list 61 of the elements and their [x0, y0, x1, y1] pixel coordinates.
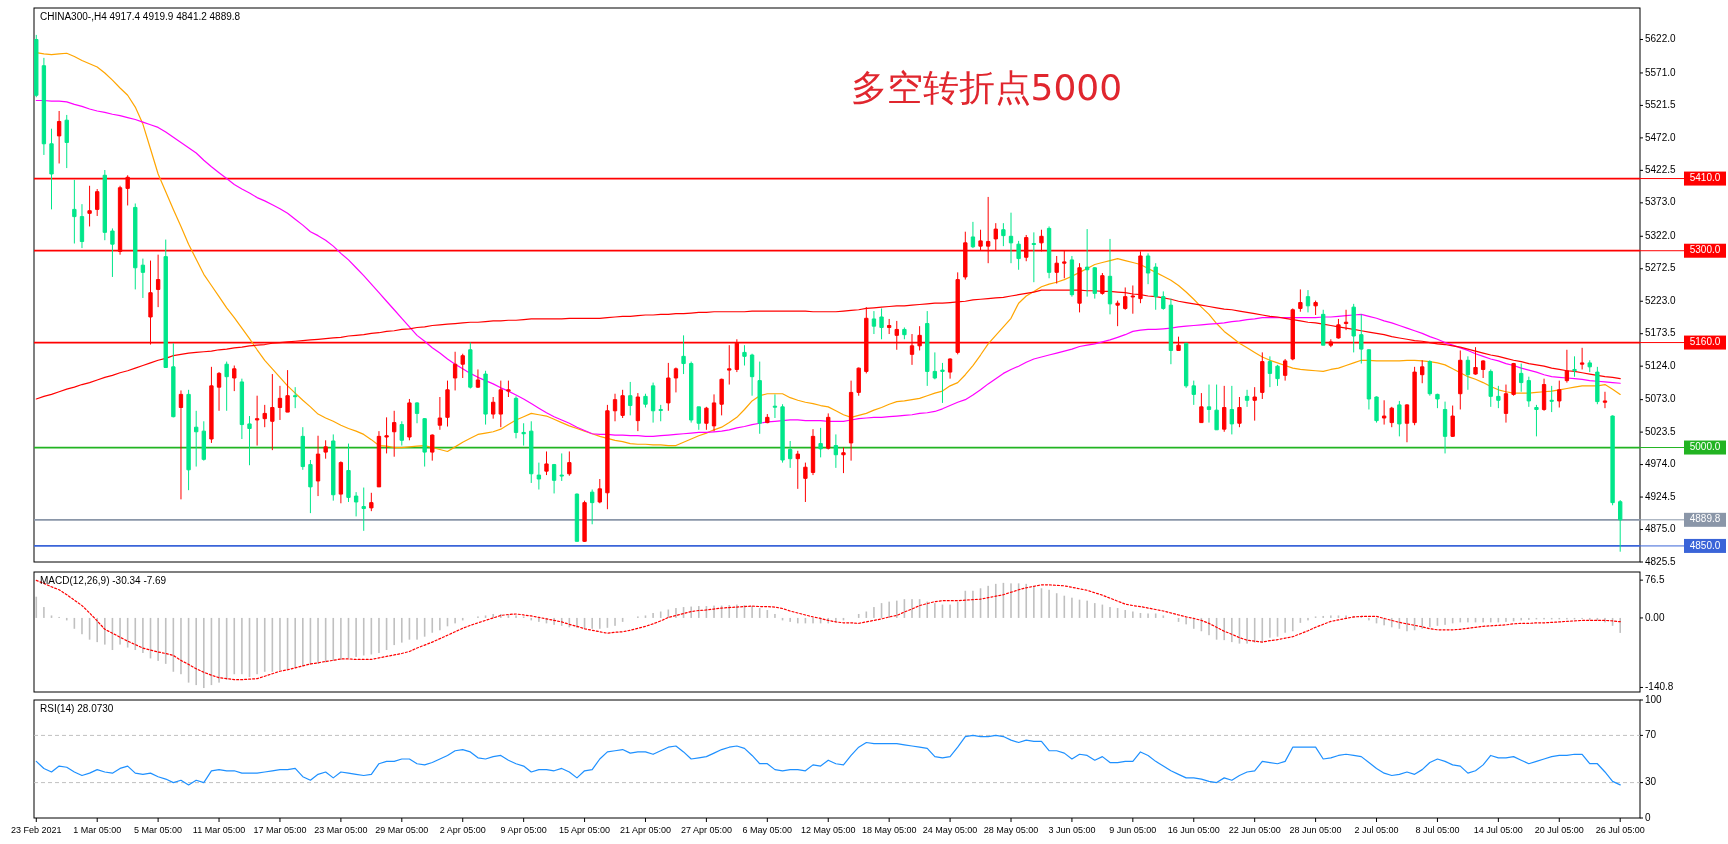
x-tick-label: 24 May 05:00	[922, 825, 978, 835]
y-tick-label: 0.00	[1645, 611, 1665, 623]
x-tick-label: 21 Apr 05:00	[619, 825, 672, 835]
x-tick-label: 15 Apr 05:00	[559, 825, 611, 835]
x-tick-label: 9 Jun 05:00	[1109, 825, 1157, 835]
y-tick-label: 5521.5	[1645, 99, 1677, 111]
x-tick-label: 22 Jun 05:00	[1228, 825, 1281, 835]
x-tick-label: 20 Jul 05:00	[1534, 825, 1584, 835]
y-tick-label: 5223.0	[1645, 294, 1677, 306]
y-tick-label: 5023.5	[1645, 425, 1677, 437]
y-tick-label: 5073.0	[1645, 393, 1677, 405]
y-tick-label: 5373.0	[1645, 196, 1677, 208]
x-tick-label: 16 Jun 05:00	[1167, 825, 1220, 835]
x-tick-label: 2 Jul 05:00	[1354, 825, 1399, 835]
x-tick-label: 26 Jul 05:00	[1595, 825, 1645, 835]
x-tick-label: 6 May 05:00	[742, 825, 793, 835]
ref-line-label: 5300.0	[1689, 244, 1721, 256]
x-tick-label: 3 Jun 05:00	[1048, 825, 1096, 835]
x-tick-label: 11 Mar 05:00	[192, 825, 246, 835]
y-tick-label: 5124.0	[1645, 359, 1677, 371]
y-tick-label: 5173.5	[1645, 327, 1677, 339]
x-tick-label: 29 Mar 05:00	[375, 825, 429, 835]
x-tick-label: 23 Mar 05:00	[314, 825, 368, 835]
x-tick-label: 23 Feb 2021	[11, 825, 62, 835]
y-tick-label: 100	[1645, 693, 1663, 705]
y-tick-label: 4924.5	[1645, 490, 1677, 502]
x-tick-label: 12 May 05:00	[800, 825, 856, 835]
x-tick-label: 1 Mar 05:00	[73, 825, 122, 835]
y-tick-label: 4825.5	[1645, 555, 1677, 567]
y-tick-label: 5472.0	[1645, 131, 1677, 143]
y-tick-label: 4974.0	[1645, 458, 1677, 470]
ref-line-label: 5000.0	[1689, 441, 1721, 453]
y-tick-label: 30	[1645, 776, 1657, 788]
y-tick-label: 5622.0	[1645, 33, 1677, 45]
y-tick-label: -140.8	[1645, 681, 1674, 693]
x-tick-label: 8 Jul 05:00	[1415, 825, 1460, 835]
y-tick-label: 5272.5	[1645, 262, 1677, 274]
x-tick-label: 9 Apr 05:00	[500, 825, 547, 835]
chart-title: CHINA300-,H4 4917.4 4919.9 4841.2 4889.8	[40, 11, 241, 22]
x-tick-label: 17 Mar 05:00	[253, 825, 307, 835]
annotation: 多空转折点5000	[850, 67, 1123, 108]
ref-line-label: 5410.0	[1689, 172, 1721, 184]
x-tick-label: 5 Mar 05:00	[134, 825, 183, 835]
x-tick-label: 28 May 05:00	[983, 825, 1039, 835]
y-tick-label: 5571.0	[1645, 66, 1677, 78]
chart-title: MACD(12,26,9) -30.34 -7.69	[40, 575, 167, 586]
x-tick-label: 27 Apr 05:00	[680, 825, 732, 835]
x-tick-label: 14 Jul 05:00	[1473, 825, 1523, 835]
y-tick-label: 5322.0	[1645, 229, 1677, 241]
x-tick-label: 18 May 05:00	[861, 825, 917, 835]
y-tick-label: 70	[1645, 729, 1657, 741]
ref-line-label: 4889.8	[1689, 513, 1721, 525]
ref-line-label: 5160.0	[1689, 336, 1721, 348]
y-tick-label: 5422.5	[1645, 164, 1677, 175]
chart-title: RSI(14) 28.0730	[40, 703, 114, 714]
y-tick-label: 4875.0	[1645, 523, 1677, 535]
y-tick-label: 76.5	[1645, 573, 1665, 585]
ref-line-label: 4850.0	[1689, 539, 1721, 551]
x-tick-label: 28 Jun 05:00	[1289, 825, 1342, 835]
x-tick-label: 2 Apr 05:00	[439, 825, 486, 835]
y-tick-label: 0	[1645, 811, 1651, 823]
